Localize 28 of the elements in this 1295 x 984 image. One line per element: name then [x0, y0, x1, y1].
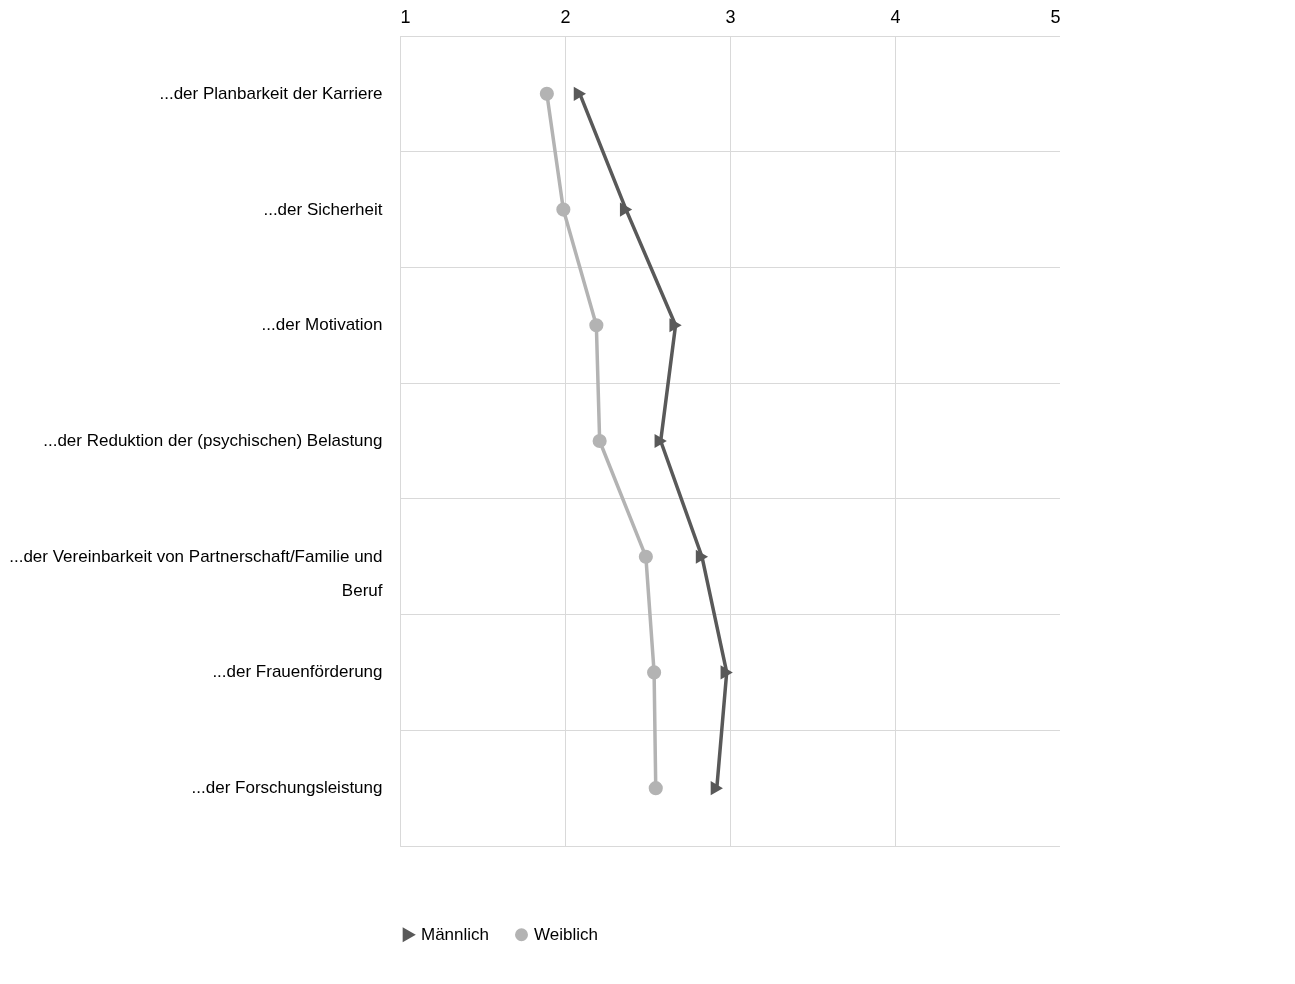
legend-label: Weiblich — [534, 924, 598, 944]
point — [539, 86, 554, 101]
legend-label: Männlich — [421, 924, 490, 944]
point — [669, 318, 682, 333]
point — [654, 433, 667, 449]
y-tick-label: ...der Vereinbarkeit von Partnerschaft/Familie und Beruf — [9, 546, 383, 600]
y-tick-label: ...der Frauenförderung — [212, 662, 383, 682]
x-tick-label: 3 — [725, 6, 736, 27]
point — [573, 86, 586, 101]
point — [710, 781, 723, 796]
y-tick-label: ...der Sicherheit — [263, 199, 383, 219]
x-tick-label: 4 — [890, 6, 901, 27]
point — [592, 433, 607, 449]
point — [648, 781, 663, 796]
point — [647, 665, 662, 680]
point — [619, 202, 633, 217]
x-tick-label: 2 — [560, 6, 571, 27]
point — [589, 318, 604, 333]
y-tick-label: ...der Motivation — [261, 315, 383, 335]
y-tick-label: ...der Forschungsleistung — [191, 778, 383, 798]
point — [638, 549, 653, 564]
y-tick-label: ...der Planbarkeit der Karriere — [159, 83, 383, 103]
y-tick-label: ...der Reduktion der (psychischen) Belastung — [43, 431, 383, 450]
point — [556, 202, 571, 217]
x-tick-label: 1 — [400, 6, 411, 27]
x-tick-label: 5 — [1050, 6, 1061, 27]
point — [720, 665, 733, 680]
point — [695, 549, 709, 564]
